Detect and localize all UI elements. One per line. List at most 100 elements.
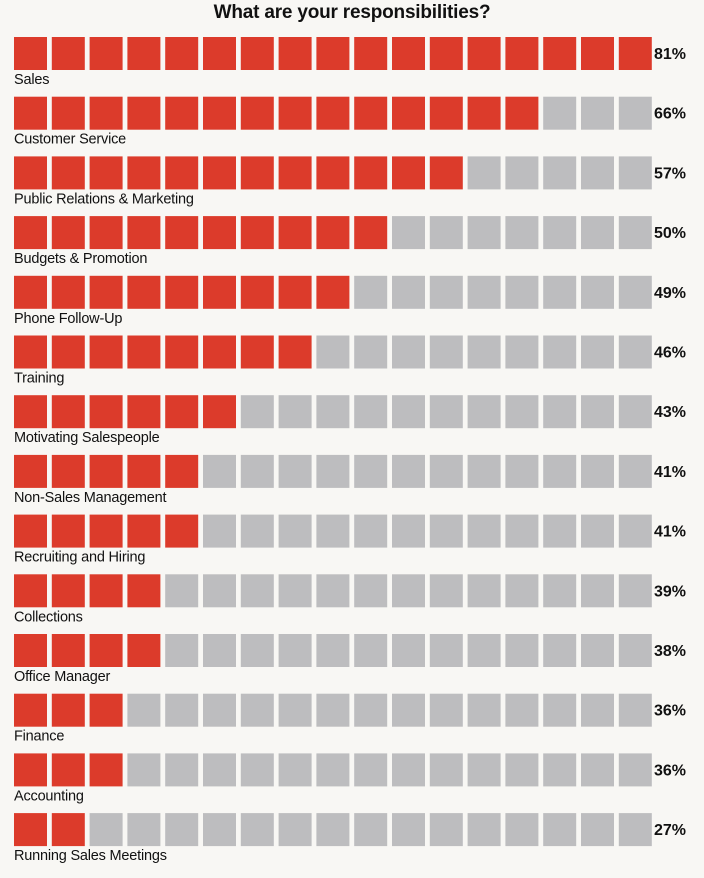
unit-square-filled — [240, 335, 274, 369]
unit-square-filled — [89, 216, 123, 250]
unit-square-filled — [240, 156, 274, 190]
value-label: 81% — [654, 46, 686, 63]
unit-square-filled — [127, 335, 161, 369]
unit-square-filled — [354, 216, 388, 250]
unit-square-filled — [165, 96, 199, 130]
value-label: 50% — [654, 225, 686, 242]
unit-square-filled — [89, 514, 123, 548]
unit-square-filled — [89, 96, 123, 130]
unit-square-empty — [165, 693, 199, 727]
unit-square-empty — [354, 693, 388, 727]
unit-square-filled — [89, 156, 123, 190]
unit-square-empty — [127, 813, 161, 847]
bar-row: 27% Running Sales Meetings — [14, 813, 686, 864]
unit-square-empty — [429, 514, 463, 548]
unit-square-empty — [581, 514, 614, 548]
unit-square-empty — [505, 275, 539, 309]
unit-square-empty — [392, 395, 425, 429]
category-label: Collections — [14, 609, 83, 625]
unit-square-empty — [392, 574, 425, 608]
unit-square-empty — [429, 275, 463, 309]
unit-square-empty — [278, 395, 312, 429]
unit-square-filled — [429, 96, 463, 130]
value-label: 41% — [654, 464, 686, 481]
unit-square-empty — [203, 634, 236, 667]
unit-square-empty — [467, 335, 501, 369]
unit-square-empty — [543, 693, 577, 727]
value-label: 43% — [654, 404, 686, 421]
unit-square-empty — [316, 395, 350, 429]
unit-square-empty — [543, 753, 577, 787]
unit-square-filled — [51, 275, 85, 309]
unit-square-empty — [505, 335, 539, 369]
unit-square-empty — [203, 574, 236, 608]
unit-square-empty — [581, 813, 614, 847]
unit-square-filled — [240, 275, 274, 309]
unit-square-empty — [618, 96, 652, 130]
category-label: Accounting — [14, 788, 84, 804]
unit-square-filled — [165, 395, 199, 429]
unit-square-empty — [581, 275, 614, 309]
unit-square-empty — [429, 216, 463, 250]
unit-square-filled — [89, 454, 123, 488]
unit-square-filled — [14, 216, 47, 250]
unit-square-filled — [127, 216, 161, 250]
unit-square-empty — [240, 395, 274, 429]
unit-square-empty — [278, 634, 312, 667]
unit-square-filled — [14, 96, 47, 130]
unit-square-filled — [14, 335, 47, 369]
unit-square-empty — [467, 454, 501, 488]
unit-square-empty — [618, 753, 652, 787]
unit-square-filled — [51, 96, 85, 130]
unit-square-empty — [581, 753, 614, 787]
unit-square-empty — [316, 574, 350, 608]
value-label: 41% — [654, 524, 686, 541]
unit-square-empty — [278, 574, 312, 608]
unit-square-filled — [89, 753, 123, 787]
unit-square-filled — [127, 454, 161, 488]
unit-square-filled — [203, 216, 236, 250]
unit-square-filled — [278, 156, 312, 190]
unit-square-empty — [429, 395, 463, 429]
unit-square-filled — [127, 96, 161, 130]
unit-square-empty — [316, 813, 350, 847]
unit-square-filled — [165, 156, 199, 190]
unit-square-filled — [505, 37, 539, 70]
unit-square-filled — [354, 156, 388, 190]
unit-square-filled — [581, 37, 614, 70]
unit-square-empty — [618, 693, 652, 727]
unit-square-empty — [543, 335, 577, 369]
unit-square-empty — [618, 156, 652, 190]
unit-square-filled — [429, 156, 463, 190]
unit-square-empty — [316, 634, 350, 667]
unit-square-filled — [203, 37, 236, 70]
value-label: 38% — [654, 643, 686, 660]
unit-square-empty — [316, 454, 350, 488]
unit-square-filled — [278, 216, 312, 250]
unit-square-filled — [165, 335, 199, 369]
unit-square-empty — [354, 753, 388, 787]
category-label: Sales — [14, 72, 49, 88]
unit-square-filled — [316, 216, 350, 250]
unit-square-empty — [165, 574, 199, 608]
unit-square-filled — [467, 96, 501, 130]
unit-square-empty — [316, 514, 350, 548]
unit-square-filled — [203, 156, 236, 190]
category-label: Running Sales Meetings — [14, 848, 167, 864]
unit-square-empty — [505, 753, 539, 787]
unit-square-empty — [429, 335, 463, 369]
unit-square-empty — [429, 634, 463, 667]
unit-square-filled — [51, 813, 85, 847]
unit-square-filled — [14, 395, 47, 429]
bar-row: 38% Office Manager — [14, 634, 686, 685]
bar-row: 46% Training — [14, 335, 686, 387]
category-label: Finance — [14, 729, 64, 745]
bar-row: 81% Sales — [14, 37, 686, 88]
unit-square-empty — [392, 693, 425, 727]
unit-square-filled — [127, 395, 161, 429]
unit-square-filled — [392, 37, 425, 70]
unit-square-empty — [203, 813, 236, 847]
unit-square-empty — [618, 454, 652, 488]
unit-square-filled — [203, 335, 236, 369]
unit-square-empty — [505, 156, 539, 190]
